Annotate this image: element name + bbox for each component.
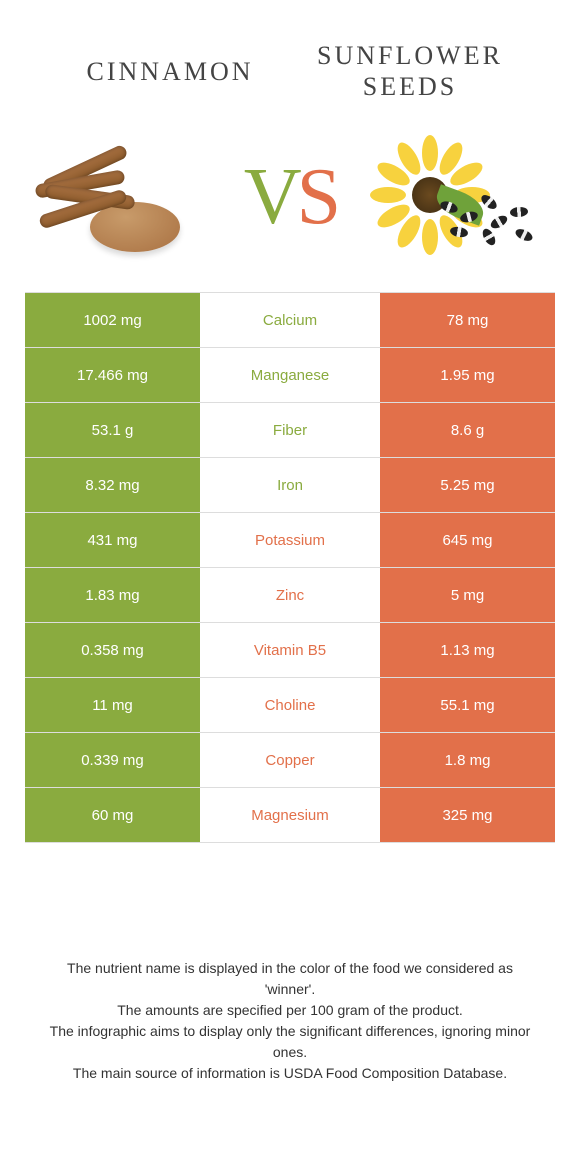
nutrient-label: Choline — [200, 678, 380, 732]
left-value: 11 mg — [25, 678, 200, 732]
right-value: 1.8 mg — [380, 733, 555, 787]
table-row: 0.339 mgCopper1.8 mg — [25, 733, 555, 788]
left-value: 0.339 mg — [25, 733, 200, 787]
nutrient-label: Iron — [200, 458, 380, 512]
table-row: 60 mgMagnesium325 mg — [25, 788, 555, 843]
nutrient-label: Manganese — [200, 348, 380, 402]
nutrient-label: Fiber — [200, 403, 380, 457]
nutrient-label: Potassium — [200, 513, 380, 567]
right-food-title: Sunflower seeds — [290, 40, 530, 102]
left-value: 53.1 g — [25, 403, 200, 457]
left-value: 1.83 mg — [25, 568, 200, 622]
table-row: 11 mgCholine55.1 mg — [25, 678, 555, 733]
footer-line: The main source of information is USDA F… — [40, 1063, 540, 1084]
table-row: 17.466 mgManganese1.95 mg — [25, 348, 555, 403]
header: Cinnamon Sunflower seeds — [0, 0, 580, 112]
footer-notes: The nutrient name is displayed in the co… — [40, 958, 540, 1084]
vs-v: V — [244, 153, 297, 241]
right-value: 325 mg — [380, 788, 555, 842]
right-value: 1.95 mg — [380, 348, 555, 402]
right-value: 1.13 mg — [380, 623, 555, 677]
right-value: 78 mg — [380, 293, 555, 347]
left-food-title: Cinnamon — [50, 56, 290, 87]
footer-line: The nutrient name is displayed in the co… — [40, 958, 540, 1000]
left-value: 0.358 mg — [25, 623, 200, 677]
right-value: 645 mg — [380, 513, 555, 567]
table-row: 1002 mgCalcium78 mg — [25, 293, 555, 348]
right-value: 5.25 mg — [380, 458, 555, 512]
cinnamon-image — [30, 132, 210, 262]
table-row: 1.83 mgZinc5 mg — [25, 568, 555, 623]
table-row: 431 mgPotassium645 mg — [25, 513, 555, 568]
nutrient-label: Zinc — [200, 568, 380, 622]
table-row: 53.1 gFiber8.6 g — [25, 403, 555, 458]
left-value: 60 mg — [25, 788, 200, 842]
table-row: 8.32 mgIron5.25 mg — [25, 458, 555, 513]
right-value: 5 mg — [380, 568, 555, 622]
nutrient-label: Vitamin B5 — [200, 623, 380, 677]
table-row: 0.358 mgVitamin B51.13 mg — [25, 623, 555, 678]
food-images-row: VS — [0, 112, 580, 292]
left-value: 431 mg — [25, 513, 200, 567]
right-value: 8.6 g — [380, 403, 555, 457]
nutrient-table: 1002 mgCalcium78 mg17.466 mgManganese1.9… — [25, 292, 555, 843]
vs-s: S — [297, 153, 337, 241]
nutrient-label: Magnesium — [200, 788, 380, 842]
right-value: 55.1 mg — [380, 678, 555, 732]
sunflower-image — [370, 132, 550, 262]
nutrient-label: Copper — [200, 733, 380, 787]
left-value: 8.32 mg — [25, 458, 200, 512]
left-value: 1002 mg — [25, 293, 200, 347]
footer-line: The amounts are specified per 100 gram o… — [40, 1000, 540, 1021]
nutrient-label: Calcium — [200, 293, 380, 347]
vs-label: VS — [244, 152, 336, 243]
left-value: 17.466 mg — [25, 348, 200, 402]
footer-line: The infographic aims to display only the… — [40, 1021, 540, 1063]
